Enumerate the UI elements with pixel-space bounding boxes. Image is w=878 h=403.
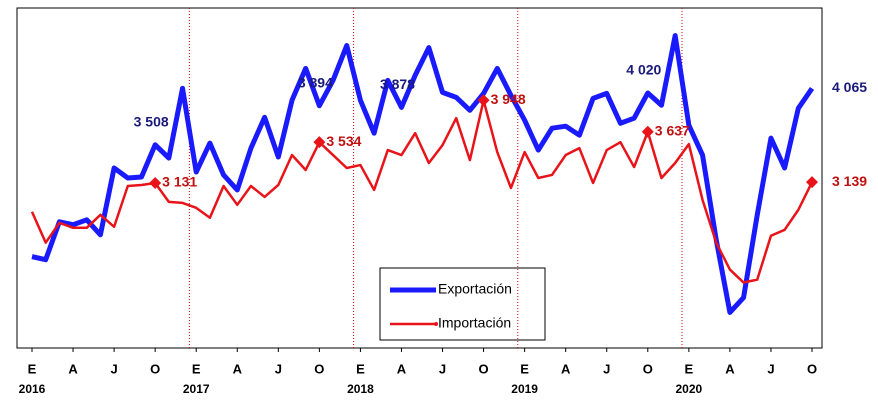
- x-tick-label: E: [28, 361, 37, 376]
- x-tick-label: E: [356, 361, 365, 376]
- year-label: 2018: [347, 382, 374, 396]
- legend-marker: [434, 322, 438, 326]
- point-marker: [641, 125, 654, 138]
- x-tick-label: J: [767, 361, 774, 376]
- point-marker: [477, 94, 490, 107]
- x-tick-label: O: [807, 361, 817, 376]
- data-label: 3 139: [832, 173, 867, 189]
- data-label: 3 894: [298, 74, 333, 90]
- x-tick-label: A: [725, 361, 735, 376]
- plot-frame: [16, 7, 823, 349]
- data-label: 3 131: [162, 174, 197, 190]
- series-line: [30, 99, 814, 284]
- x-tick-label: J: [110, 361, 117, 376]
- year-label: 2016: [19, 382, 46, 396]
- x-tick-label: O: [150, 361, 160, 376]
- year-label: 2020: [675, 382, 702, 396]
- data-label: 3 878: [380, 76, 415, 92]
- x-tick-label: E: [192, 361, 201, 376]
- x-tick-label: J: [603, 361, 610, 376]
- series-line: [31, 33, 815, 315]
- x-tick-label: A: [68, 361, 78, 376]
- legend-box: [379, 267, 546, 341]
- x-tick-label: J: [439, 361, 446, 376]
- data-label: 4 065: [832, 79, 867, 95]
- year-label: 2019: [511, 382, 538, 396]
- x-tick-label: E: [520, 361, 529, 376]
- data-label: 4 020: [626, 62, 661, 78]
- legend-label: Exportación: [438, 281, 512, 297]
- x-tick-label: O: [314, 361, 324, 376]
- data-label: 3 637: [655, 122, 690, 138]
- data-label: 3 948: [491, 91, 526, 107]
- data-label: 3 534: [326, 133, 361, 149]
- x-tick-label: J: [275, 361, 282, 376]
- point-marker: [313, 136, 326, 149]
- x-tick-label: A: [561, 361, 571, 376]
- point-marker: [806, 176, 818, 189]
- point-marker: [149, 176, 162, 189]
- x-tick-label: A: [397, 361, 407, 376]
- year-label: 2017: [183, 382, 210, 396]
- x-tick-label: A: [233, 361, 243, 376]
- x-tick-label: E: [685, 361, 694, 376]
- x-tick-label: O: [643, 361, 653, 376]
- x-tick-label: O: [479, 361, 489, 376]
- legend-label: Importación: [438, 315, 511, 331]
- data-label: 3 508: [134, 114, 169, 130]
